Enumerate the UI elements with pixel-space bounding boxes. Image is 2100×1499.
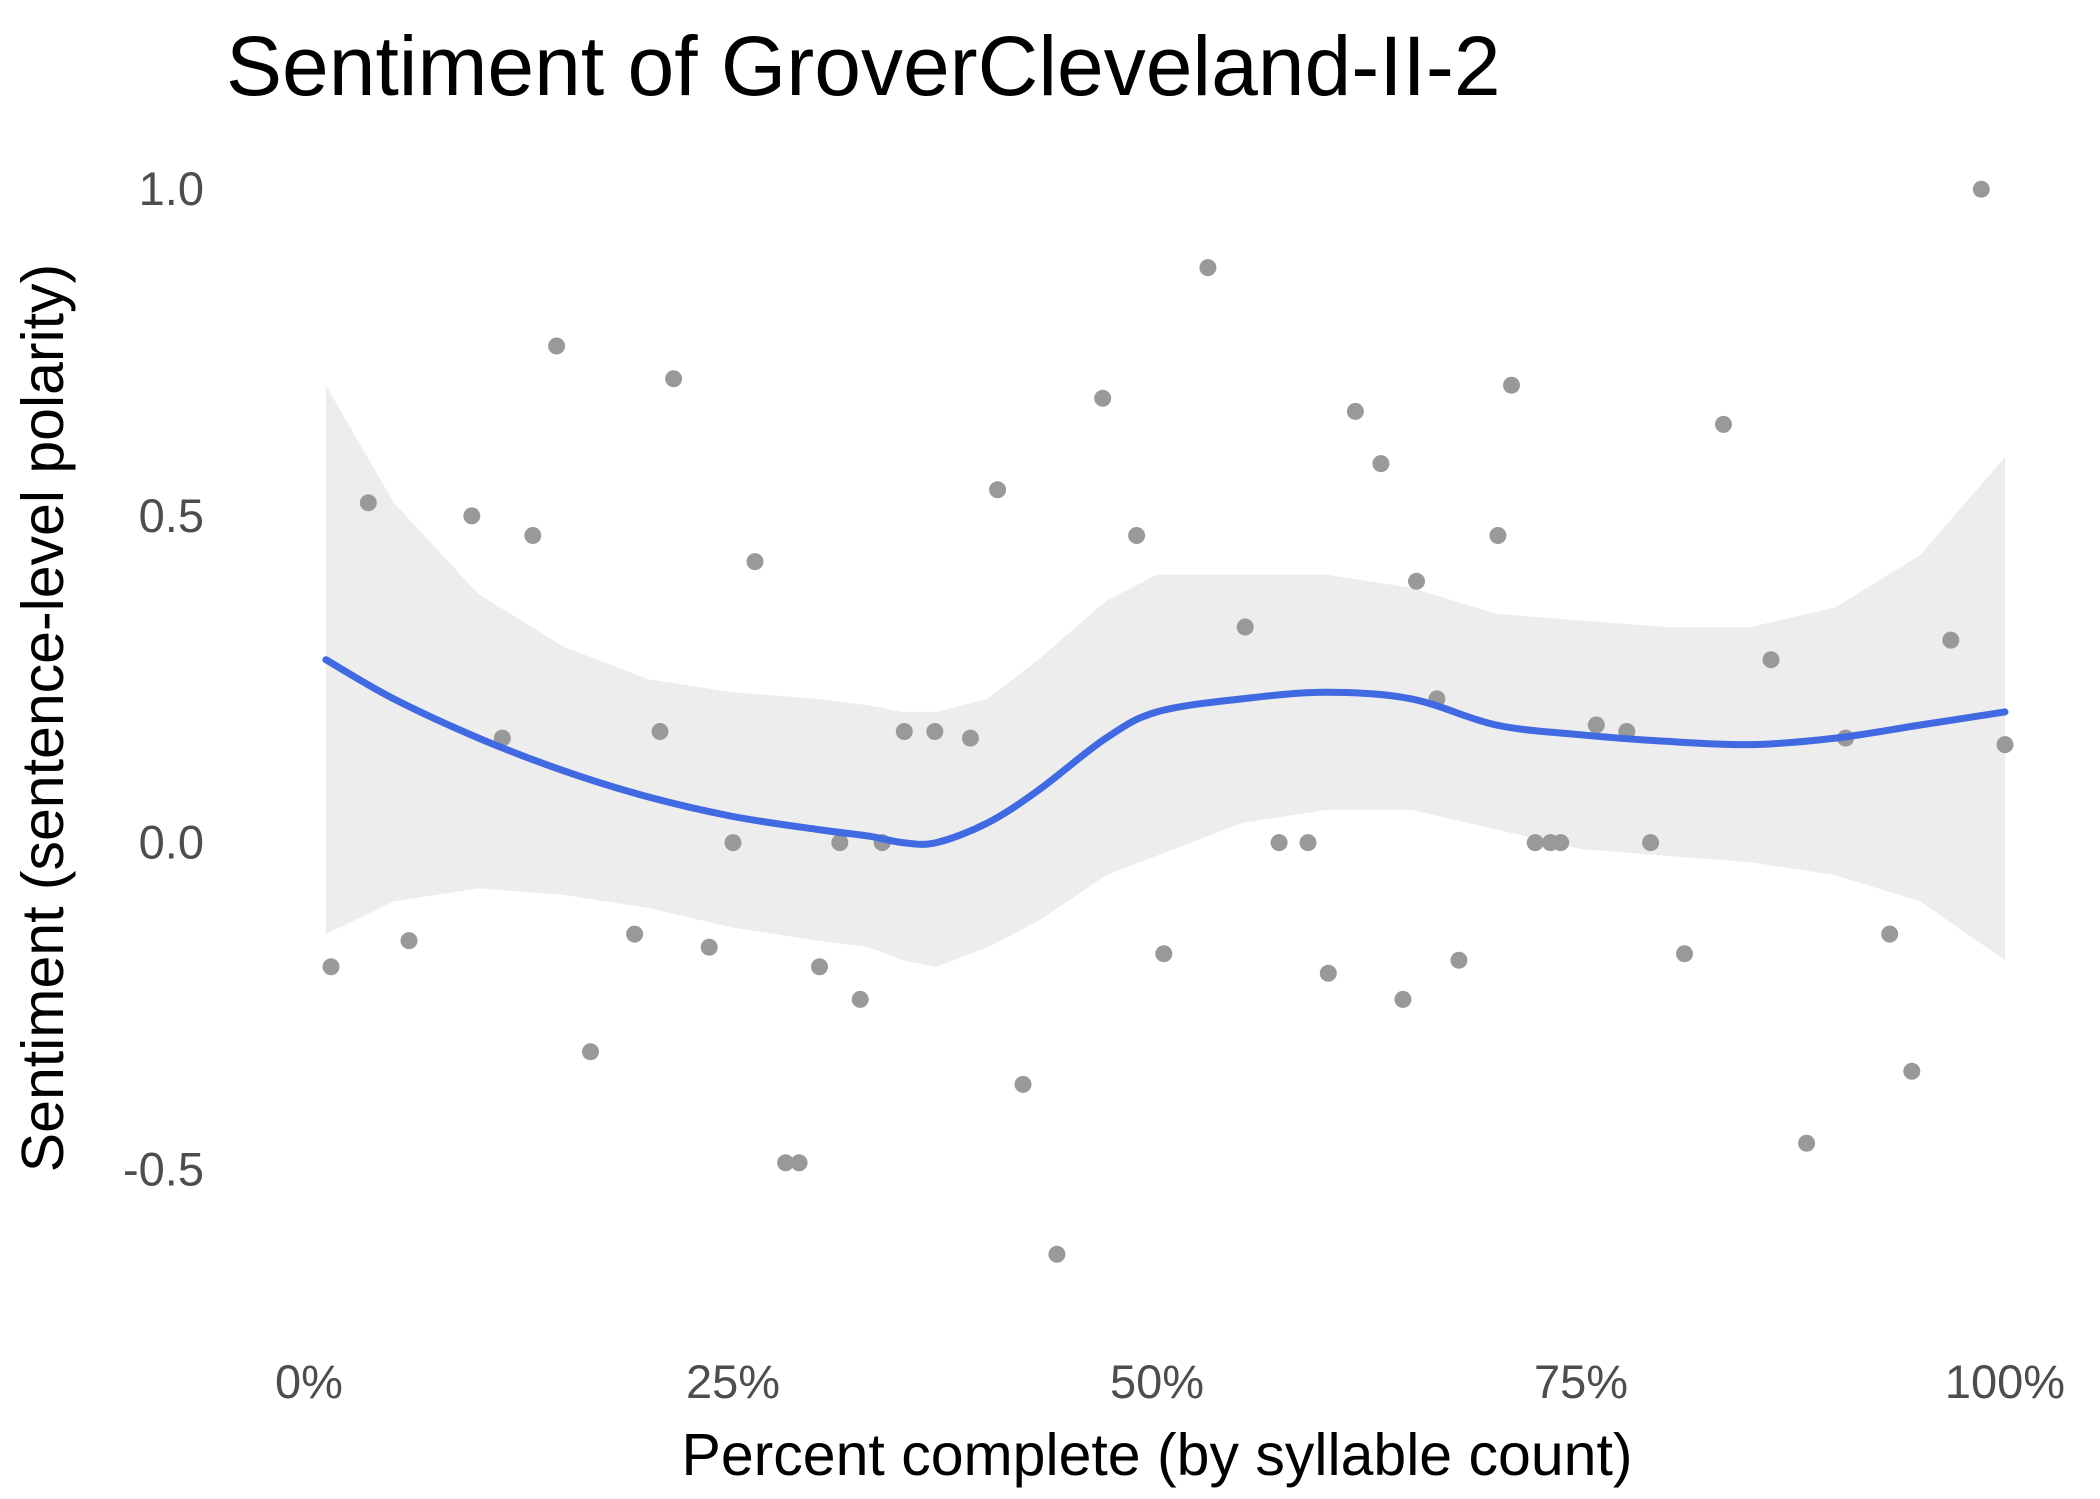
data-point-48	[1642, 834, 1660, 852]
data-point-1	[322, 958, 340, 976]
data-point-11	[665, 370, 683, 388]
data-point-35	[1346, 402, 1364, 420]
y-tick-label: 1.0	[139, 162, 204, 215]
data-point-15	[777, 1154, 795, 1172]
data-point-7	[548, 337, 566, 355]
x-tick-label: 75%	[1534, 1355, 1628, 1408]
data-point-33	[1299, 834, 1317, 852]
x-tick-label: 0%	[275, 1355, 343, 1408]
data-point-56	[1942, 631, 1960, 649]
y-axis-title: Sentiment (sentence-level polarity)	[10, 264, 76, 1172]
data-point-12	[700, 938, 718, 956]
data-point-57	[1972, 180, 1990, 198]
data-point-26	[1048, 1245, 1066, 1263]
x-tick-label: 25%	[686, 1355, 780, 1408]
data-point-16	[790, 1154, 808, 1172]
data-point-51	[1762, 651, 1780, 669]
data-point-54	[1881, 925, 1899, 943]
data-point-29	[1155, 945, 1173, 963]
data-points	[322, 180, 2014, 1263]
data-point-46	[1587, 716, 1605, 734]
data-point-58	[1996, 736, 2014, 754]
data-point-42	[1503, 376, 1520, 394]
data-point-23	[961, 729, 979, 747]
data-point-8	[582, 1043, 599, 1061]
data-point-2	[359, 494, 377, 512]
data-point-50	[1715, 415, 1732, 433]
data-point-40	[1450, 951, 1468, 969]
x-axis-ticks: 0% 25% 50% 75% 100%	[275, 1355, 2065, 1408]
chart-title: Sentiment of GroverCleveland-II-2	[226, 19, 1501, 113]
data-point-41	[1489, 527, 1507, 544]
data-point-28	[1128, 527, 1146, 544]
data-point-18	[831, 834, 849, 852]
data-point-10	[651, 723, 669, 740]
data-point-21	[895, 723, 913, 740]
data-point-38	[1408, 572, 1425, 590]
data-point-49	[1676, 945, 1693, 963]
smooth-trend-line	[322, 656, 2009, 848]
data-point-9	[626, 925, 644, 943]
data-point-36	[1372, 455, 1390, 473]
data-point-34	[1319, 964, 1337, 982]
data-point-43	[1526, 834, 1544, 852]
data-point-55	[1903, 1062, 1921, 1080]
plot-area	[322, 180, 2014, 1263]
data-point-5	[493, 729, 511, 747]
x-tick-label: 50%	[1110, 1355, 1204, 1408]
data-point-6	[524, 527, 542, 544]
data-point-31	[1236, 618, 1254, 636]
data-point-27	[1094, 389, 1112, 407]
data-point-45	[1552, 834, 1570, 852]
data-point-4	[463, 507, 481, 525]
data-point-3	[400, 932, 418, 950]
y-tick-label: -0.5	[123, 1142, 204, 1195]
y-axis-ticks: -0.5 0.0 0.5 1.0	[123, 162, 204, 1195]
y-tick-label: 0.0	[139, 816, 204, 869]
data-point-19	[851, 990, 869, 1008]
data-point-25	[1014, 1075, 1032, 1093]
data-point-30	[1199, 259, 1217, 277]
data-point-14	[746, 553, 764, 571]
data-point-13	[724, 834, 742, 852]
x-tick-label: 100%	[1945, 1355, 2065, 1408]
x-axis-title: Percent complete (by syllable count)	[681, 1422, 1632, 1488]
y-tick-label: 0.5	[139, 489, 204, 542]
data-point-17	[811, 958, 828, 976]
data-point-24	[989, 481, 1007, 499]
data-point-37	[1394, 990, 1412, 1008]
data-point-32	[1270, 834, 1288, 852]
data-point-52	[1798, 1134, 1816, 1152]
confidence-band	[325, 385, 2005, 967]
data-point-22	[926, 723, 944, 740]
